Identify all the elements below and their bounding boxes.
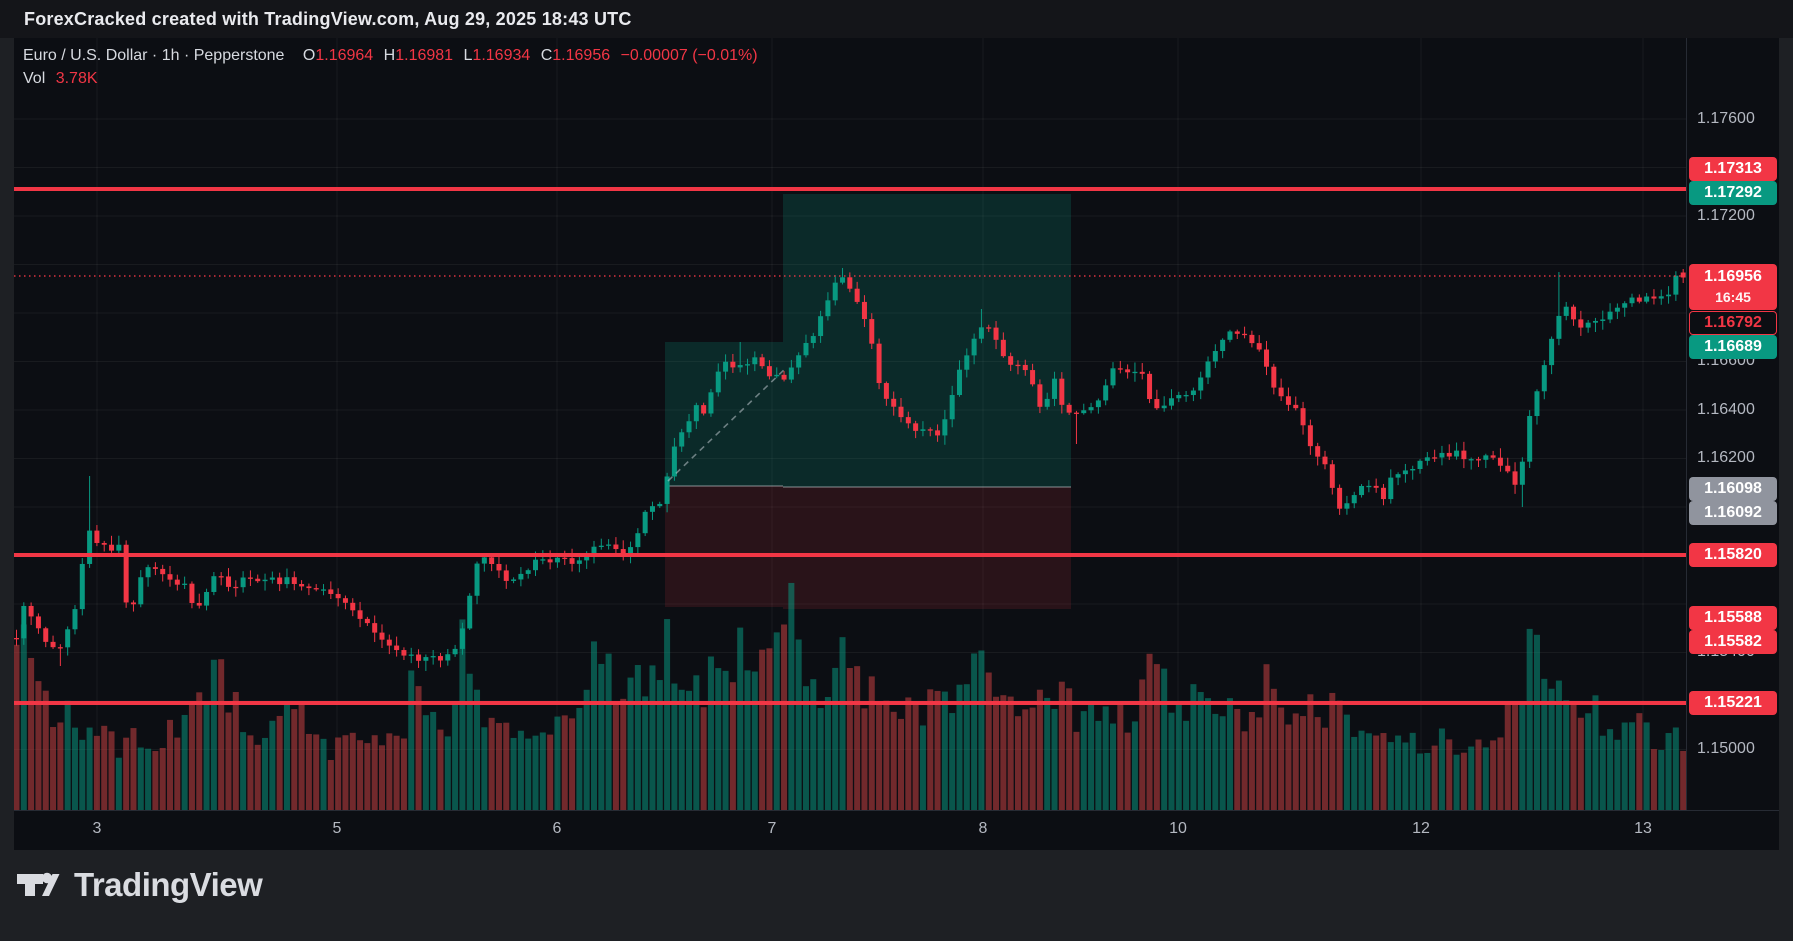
trend-line-drawing[interactable] — [667, 366, 788, 482]
long-position-profit-zone[interactable] — [783, 194, 1071, 487]
long-position-loss-zone[interactable] — [783, 487, 1071, 609]
price-level-badge: 1.15820 — [1689, 543, 1777, 567]
time-tick: 13 — [1634, 820, 1652, 837]
price-level-badge: 1.15588 — [1689, 606, 1777, 630]
price-level-badge: 1.17292 — [1689, 181, 1777, 205]
price-axis[interactable]: 1.176001.172001.166001.164001.162001.154… — [1686, 38, 1779, 850]
time-tick: 8 — [978, 820, 988, 837]
chart-pane: Euro / U.S. Dollar · 1h · Pepperstone O1… — [14, 38, 1779, 850]
watermark-bar: ForexCracked created with TradingView.co… — [0, 0, 1793, 38]
tradingview-logo-icon — [17, 872, 60, 896]
low-value: 1.16934 — [472, 47, 531, 64]
time-tick: 7 — [767, 820, 777, 837]
close-label: C — [540, 47, 553, 64]
close-value: 1.16956 — [552, 47, 611, 64]
volume-value: 3.78K — [55, 70, 98, 87]
time-tick: 10 — [1169, 820, 1187, 837]
price-level-badge: 1.16098 — [1689, 477, 1777, 501]
long-position-loss-zone[interactable] — [665, 486, 783, 607]
tradingview-logo-text: TradingView — [74, 866, 263, 903]
time-tick: 12 — [1412, 820, 1430, 837]
time-tick: 6 — [552, 820, 562, 837]
price-level-badge: 1.17313 — [1689, 157, 1777, 181]
price-tick: 1.16200 — [1697, 449, 1755, 466]
time-tick: 5 — [332, 820, 342, 837]
alert-price-badge: 1.16792 — [1689, 311, 1777, 335]
low-label: L — [463, 47, 473, 64]
change-value: −0.00007 (−0.01%) — [620, 47, 758, 64]
price-level-badge: 1.15582 — [1689, 630, 1777, 654]
open-label: O — [302, 47, 316, 64]
tradingview-logo-link[interactable]: TradingView — [16, 866, 263, 904]
price-level-badge: 1.16689 — [1689, 335, 1777, 359]
volume-label: Vol — [23, 70, 46, 87]
time-axis[interactable]: 3 5 6 7 8 10 12 13 — [14, 810, 1779, 850]
current-price-badge: 1.16956 16:45 — [1689, 264, 1777, 310]
price-tick: 1.17200 — [1697, 207, 1755, 224]
time-tick: 3 — [92, 820, 102, 837]
high-label: H — [383, 47, 396, 64]
price-tick: 1.15000 — [1697, 740, 1755, 757]
symbol-title[interactable]: Euro / U.S. Dollar · 1h · Pepperstone — [23, 47, 285, 64]
price-tick: 1.16400 — [1697, 401, 1755, 418]
open-value: 1.16964 — [315, 47, 374, 64]
chart-canvas[interactable] — [14, 38, 1686, 810]
price-level-badge: 1.16092 — [1689, 501, 1777, 525]
watermark-text: ForexCracked created with TradingView.co… — [24, 9, 632, 29]
price-tick: 1.17600 — [1697, 110, 1755, 127]
price-level-badge: 1.15221 — [1689, 691, 1777, 715]
symbol-legend: Euro / U.S. Dollar · 1h · Pepperstone O1… — [23, 45, 758, 90]
high-value: 1.16981 — [395, 47, 454, 64]
